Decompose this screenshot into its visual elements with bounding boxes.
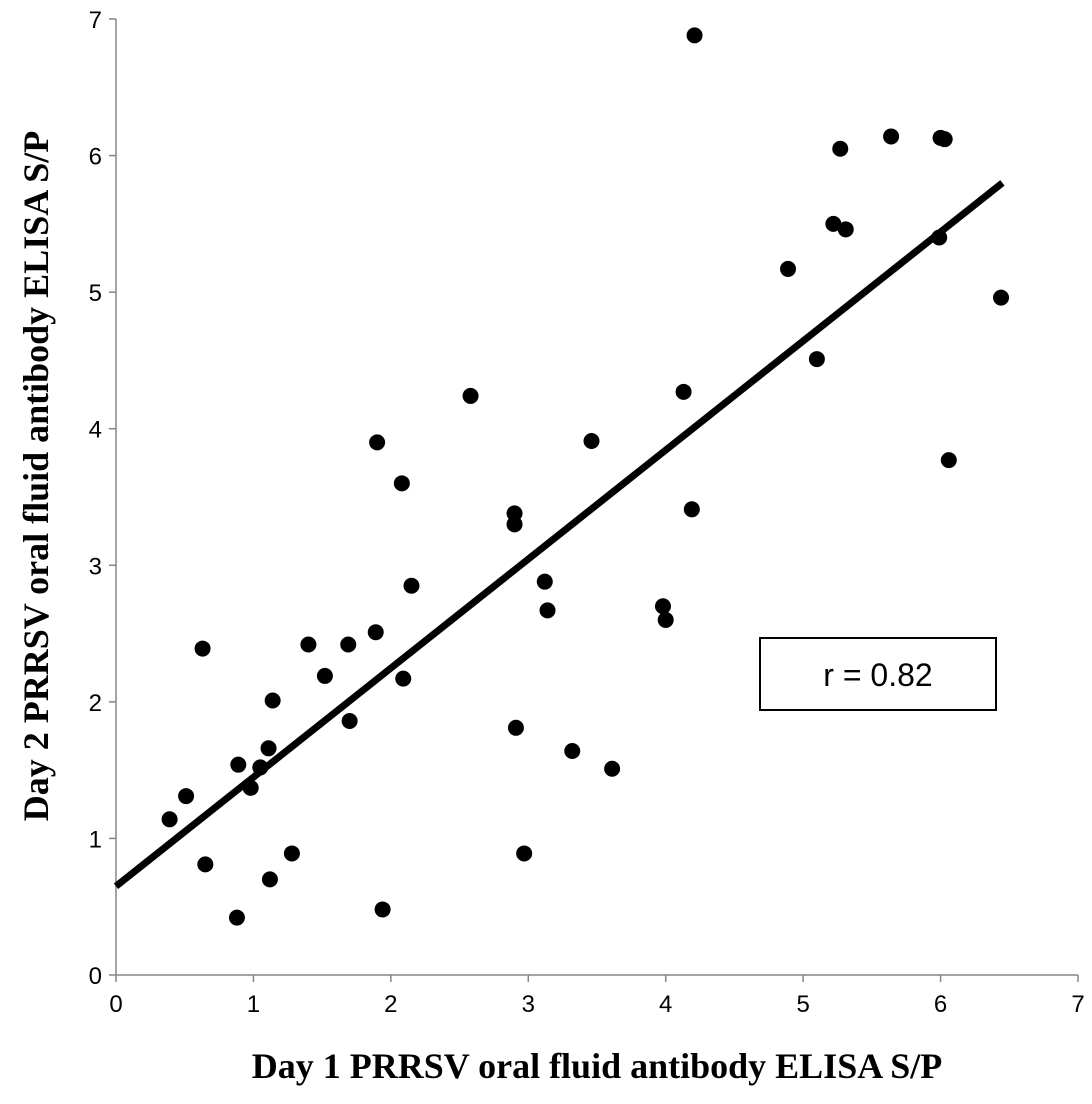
data-point bbox=[340, 636, 357, 653]
data-point bbox=[686, 27, 703, 44]
data-point bbox=[374, 901, 391, 918]
data-point bbox=[230, 756, 247, 773]
data-point bbox=[367, 624, 384, 641]
data-point bbox=[261, 871, 278, 888]
data-point bbox=[837, 221, 854, 238]
x-tick-label: 5 bbox=[796, 991, 809, 1018]
axes bbox=[109, 18, 1079, 982]
data-point bbox=[369, 434, 386, 451]
data-point bbox=[808, 351, 825, 368]
y-tick-label: 7 bbox=[89, 7, 102, 34]
data-point bbox=[654, 598, 671, 615]
x-axis-title: Day 1 PRRSV oral fluid antibody ELISA S/… bbox=[252, 1046, 943, 1086]
x-tick-label: 0 bbox=[109, 991, 122, 1018]
data-point bbox=[197, 856, 214, 873]
data-point bbox=[536, 573, 553, 590]
correlation-annotation: r = 0.82 bbox=[759, 637, 997, 711]
data-point bbox=[178, 788, 195, 805]
data-point bbox=[657, 611, 674, 628]
y-tick-label: 3 bbox=[89, 553, 102, 580]
y-tick-label: 6 bbox=[89, 144, 102, 171]
data-point bbox=[883, 128, 900, 145]
data-point bbox=[825, 215, 842, 232]
y-axis-title: Day 2 PRRSV oral fluid antibody ELISA S/… bbox=[16, 131, 56, 822]
data-point bbox=[462, 387, 479, 404]
data-point bbox=[604, 760, 621, 777]
data-point bbox=[395, 670, 412, 687]
data-point bbox=[393, 475, 410, 492]
y-tick-label: 1 bbox=[89, 826, 102, 853]
data-point bbox=[539, 602, 556, 619]
x-tick-label: 7 bbox=[1071, 991, 1084, 1018]
tick-labels: 0 1 2 3 4 5 6 7 0 1 2 3 4 5 6 7 bbox=[89, 7, 1085, 1018]
data-point bbox=[252, 759, 269, 776]
data-point bbox=[516, 845, 533, 862]
data-point bbox=[316, 667, 333, 684]
x-tick-label: 4 bbox=[659, 991, 672, 1018]
data-point bbox=[931, 229, 948, 246]
data-point bbox=[936, 131, 953, 148]
y-tick-label: 0 bbox=[89, 963, 102, 990]
data-point bbox=[564, 743, 581, 760]
y-tick-label: 4 bbox=[89, 417, 102, 444]
data-point bbox=[283, 845, 300, 862]
data-point bbox=[683, 501, 700, 518]
data-point bbox=[264, 692, 281, 709]
data-point bbox=[675, 383, 692, 400]
data-point bbox=[507, 719, 524, 736]
data-point bbox=[780, 260, 797, 277]
y-tick-label: 2 bbox=[89, 690, 102, 717]
data-point bbox=[506, 516, 523, 533]
x-tick-label: 3 bbox=[522, 991, 535, 1018]
data-points bbox=[161, 27, 1010, 926]
data-point bbox=[260, 740, 277, 757]
x-tick-label: 6 bbox=[934, 991, 947, 1018]
data-point bbox=[940, 452, 957, 469]
data-point bbox=[403, 577, 420, 594]
data-point bbox=[228, 909, 245, 926]
annotation-text: r = 0.82 bbox=[823, 657, 932, 693]
annotation-box bbox=[759, 637, 997, 711]
y-tick-label: 5 bbox=[89, 280, 102, 307]
x-tick-label: 2 bbox=[384, 991, 397, 1018]
data-point bbox=[194, 640, 211, 657]
data-point bbox=[300, 636, 317, 653]
data-point bbox=[161, 811, 178, 828]
data-point bbox=[832, 140, 849, 157]
data-point bbox=[242, 779, 259, 796]
x-tick-label: 1 bbox=[247, 991, 260, 1018]
data-point bbox=[583, 433, 600, 450]
data-point bbox=[993, 289, 1010, 306]
data-point bbox=[341, 712, 358, 729]
